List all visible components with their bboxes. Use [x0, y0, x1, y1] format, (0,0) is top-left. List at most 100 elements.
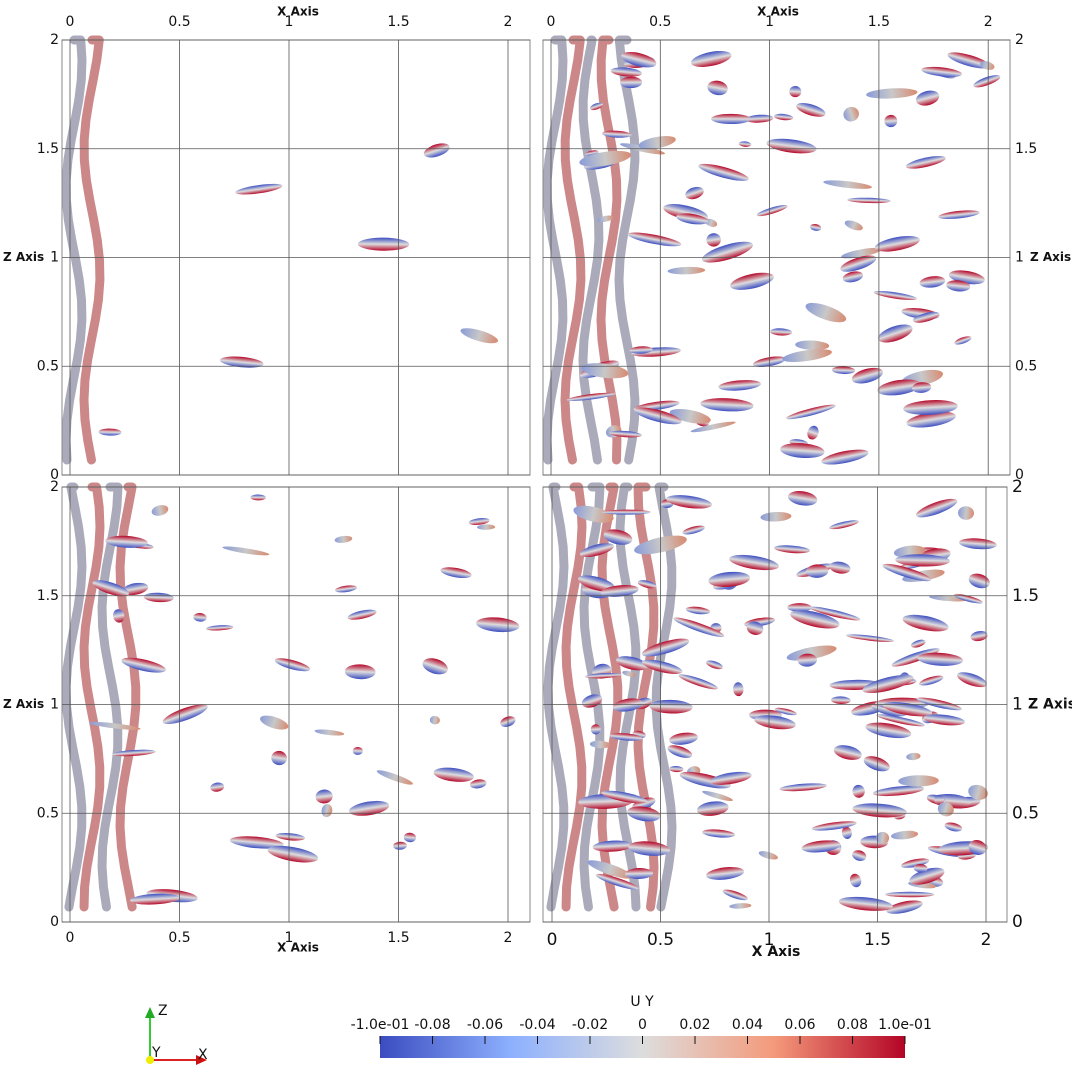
vortex-blob	[912, 311, 940, 323]
vortex-blob	[738, 141, 752, 147]
vortex-blob	[637, 580, 657, 589]
vortex-blob	[641, 638, 690, 657]
vortex-blob	[773, 545, 811, 554]
vortex-blob	[852, 784, 865, 798]
vortex-blob	[422, 658, 448, 675]
vortex-band	[61, 35, 87, 465]
z-tick-label: 0.5	[1015, 358, 1037, 374]
vortex-blob	[787, 603, 812, 612]
vortex-blob	[581, 363, 629, 379]
vortex-blob	[642, 659, 683, 674]
vortex-blob	[113, 609, 125, 623]
vortex-blob	[260, 715, 289, 730]
z-axis-title: Z Axis	[1030, 250, 1071, 264]
vortex-blob	[678, 674, 719, 690]
vortex-blob	[469, 779, 487, 789]
x-tick-label: 0.5	[168, 14, 190, 30]
x-tick-label: 1.5	[387, 930, 409, 946]
vortex-blob	[634, 407, 682, 425]
vortex-blob	[821, 449, 869, 465]
x-axis-title: X Axis	[277, 941, 319, 955]
vortex-blob	[790, 610, 840, 629]
x-tick-label: 0.5	[649, 14, 671, 30]
vortex-blob	[919, 675, 944, 686]
vortex-blob	[275, 832, 306, 841]
vortex-blob	[968, 840, 987, 855]
vortex-blob	[916, 498, 958, 518]
vortex-blob	[130, 893, 180, 905]
vortex-blob	[706, 867, 745, 880]
x-tick-label: 1	[285, 930, 294, 946]
vortex-blob	[905, 155, 946, 169]
vortex-blob	[585, 673, 622, 679]
colorbar-label: -0.02	[572, 1017, 608, 1033]
colorbar-label: 0.08	[837, 1017, 868, 1033]
vortex-blob	[886, 900, 923, 914]
vortex-band	[61, 482, 87, 912]
x-tick-label: 0	[66, 14, 75, 30]
z-tick-label: 0	[50, 914, 59, 930]
x-tick-label: 1.5	[387, 14, 409, 30]
vortex-blob	[809, 223, 822, 231]
vortex-blob	[841, 826, 852, 839]
vortex-blob	[786, 404, 836, 420]
vortex-blob	[676, 213, 709, 225]
z-tick-label: 1	[50, 697, 59, 713]
vortex-blob	[844, 220, 863, 231]
vortex-blob	[669, 732, 698, 745]
vortex-blob	[944, 822, 963, 832]
vortex-blob	[595, 873, 639, 890]
vortex-blob	[882, 563, 932, 582]
vortex-blob	[938, 210, 980, 219]
vortex-blob	[845, 634, 895, 642]
vortex-blob	[891, 648, 940, 667]
vortex-blob	[806, 564, 829, 578]
vortex-blob	[973, 75, 1001, 88]
vortex-blob	[624, 868, 654, 879]
vortex-blob	[958, 506, 974, 520]
vortex-blob	[476, 617, 520, 633]
x-tick-label: 0	[547, 14, 556, 30]
z-tick-label: 1.5	[1012, 586, 1039, 606]
vortex-band	[97, 482, 123, 912]
vortex-blob	[573, 505, 614, 523]
vortex-band	[543, 482, 569, 912]
vortex-blob	[917, 652, 964, 666]
colorbar-label: 0	[638, 1017, 647, 1033]
z-tick-label: 1.5	[37, 588, 59, 604]
x-tick-label: 2	[984, 14, 993, 30]
vortex-blob	[891, 830, 919, 840]
vortex-blob	[805, 302, 847, 323]
vortex-blob	[746, 621, 764, 635]
x-axis-title: X Axis	[757, 5, 799, 19]
vortex-blob	[597, 215, 614, 223]
vortex-blob	[758, 851, 778, 860]
vortex-blob	[729, 903, 752, 909]
vortex-blob	[937, 802, 954, 817]
vortex-blob	[702, 829, 736, 838]
vortex-blob	[590, 724, 601, 735]
vortex-blob	[685, 606, 711, 615]
vortex-blob	[685, 186, 704, 200]
vortex-blob	[601, 790, 648, 804]
vortex-blob	[616, 656, 648, 671]
vortex-blob	[782, 349, 832, 363]
vortex-blob	[229, 836, 284, 849]
vortex-blob	[877, 379, 922, 396]
vortex-blob	[321, 804, 333, 818]
vortex-blob	[589, 740, 611, 749]
vortex-blob	[906, 752, 921, 761]
vortex-blob	[849, 873, 862, 888]
vortex-blob	[852, 803, 907, 818]
vortex-blob	[274, 658, 311, 672]
vortex-blob	[105, 535, 148, 548]
z-tick-label: 1.5	[37, 141, 59, 157]
vortex-blob	[756, 205, 788, 217]
vortex-blob	[947, 52, 991, 69]
vortex-blob	[729, 554, 779, 571]
x-tick-label: 0	[547, 930, 558, 950]
vortex-blob	[866, 88, 918, 99]
z-tick-label: 1	[50, 250, 59, 266]
x-tick-label: 1.5	[868, 14, 890, 30]
